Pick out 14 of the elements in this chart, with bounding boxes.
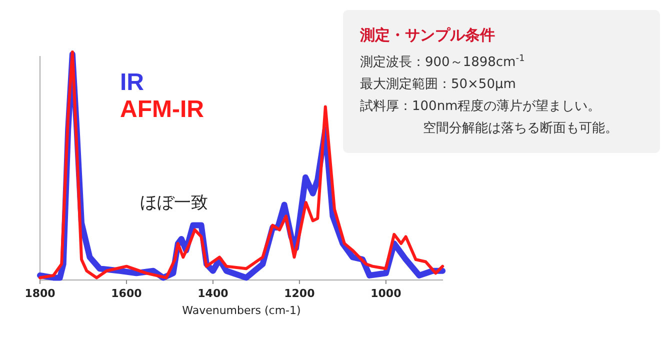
x-axis-title: Wavenumbers (cm-1) <box>182 304 301 317</box>
x-tick-label: 1800 <box>24 287 56 300</box>
x-tick-label: 1600 <box>111 287 142 300</box>
series-label: AFM-IR <box>120 96 204 123</box>
annotation: ほぼ一致 <box>140 193 208 213</box>
series-label: IR <box>120 69 144 96</box>
annotation: 空間分解能は落ちる断面も可能。 <box>423 121 618 136</box>
annotation: 最大測定範囲：50×50μm <box>360 77 516 92</box>
x-tick-label: 1200 <box>284 287 316 300</box>
x-tick-label: 1000 <box>370 287 402 300</box>
annotation: 試料厚：100nm程度の薄片が望ましい。 <box>360 98 601 114</box>
text: 測定・サンプル条件 <box>359 26 495 44</box>
annotation: 測定波長：900～1898cm$^{-1}$ <box>360 54 525 70</box>
x-tick-label: 1400 <box>198 287 229 300</box>
